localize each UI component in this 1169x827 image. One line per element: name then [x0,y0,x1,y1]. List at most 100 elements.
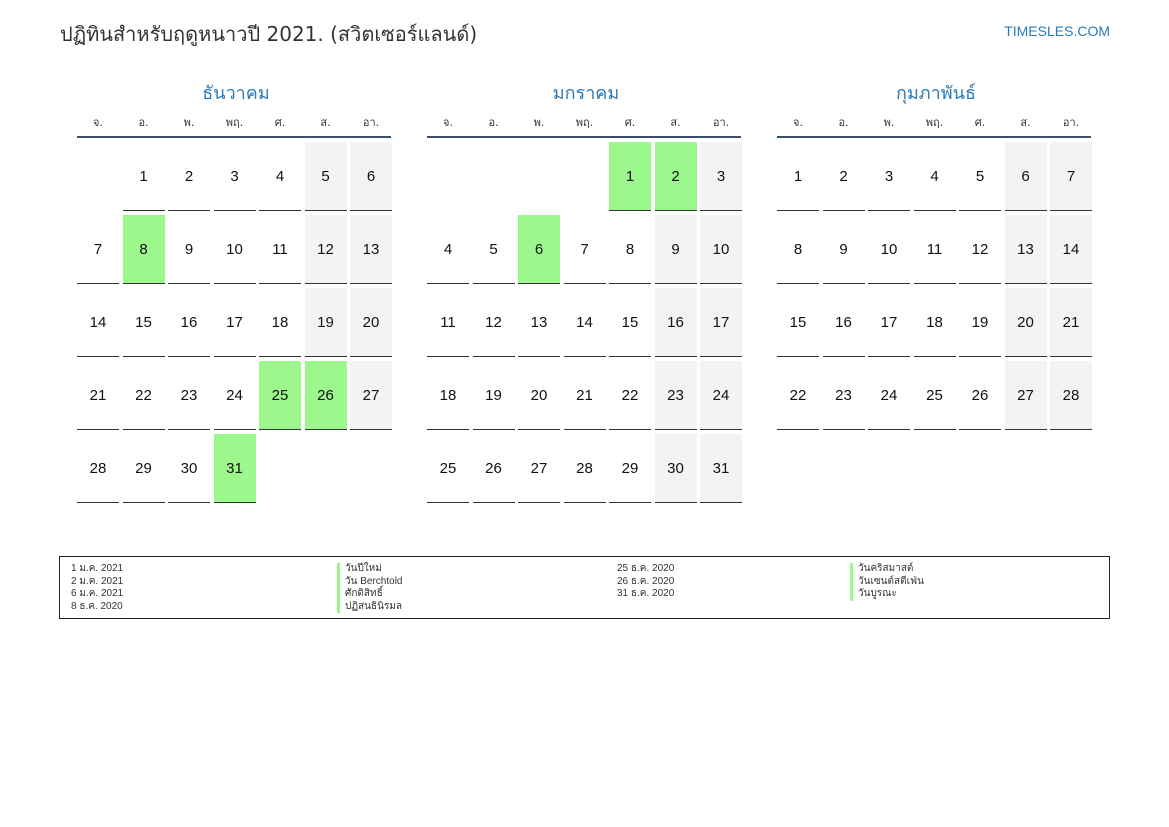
day-cell: 29 [609,434,651,503]
day-cell: 30 [654,434,697,503]
day-cell: 23 [654,361,697,430]
day-cell: 20 [350,288,392,357]
weekday-header: จ. อ. พ. พฤ. ศ. ส. อา. [777,116,1091,138]
day-cell: 5 [472,215,515,284]
legend-names-left: วันปีใหม่ วัน Berchtold ศักดิสิทธิ์ ปฏิสนธิ… [337,563,402,613]
day-cell: 6 [1004,142,1047,211]
day-cell: 7 [1050,142,1092,211]
day-cell: 11 [913,215,956,284]
weekday-label: อ. [138,116,149,129]
holiday-day-cell: 25 [259,361,301,430]
day-cell: 8 [609,215,651,284]
day-cell: 9 [654,215,697,284]
legend-dates-right: 25 ธ.ค. 2020 26 ธ.ค. 2020 31 ธ.ค. 2020 [617,563,674,601]
legend-date: 1 ม.ค. 2021 [71,563,124,574]
empty-day-cell [427,142,469,211]
day-cell: 28 [1050,361,1092,430]
legend-names-right: วันคริสมาสต์ วันเซนต์สตีเฟ่น วันบูรณะ [850,563,924,601]
day-cell: 7 [563,215,606,284]
day-cell: 13 [350,215,392,284]
day-cell: 2 [168,142,210,211]
empty-day-cell [564,142,606,211]
day-cell: 17 [868,288,910,357]
day-cell: 2 [822,142,865,211]
legend-date: 25 ธ.ค. 2020 [617,563,675,574]
weekday-label: อ. [488,116,499,129]
day-cell: 3 [868,142,910,211]
day-cell: 5 [959,142,1001,211]
day-cell: 7 [77,215,119,284]
weekday-label: ส. [670,116,681,129]
day-cell: 10 [213,215,256,284]
day-cell: 28 [77,434,119,503]
month-title: ธันวาคม [202,83,270,104]
weekday-label: ศ. [974,116,986,129]
legend-holiday-name: ปฏิสนธินิรมล [337,600,402,613]
weekday-label: ศ. [274,116,286,129]
weekday-label: อา. [1062,116,1080,129]
day-cell: 4 [427,215,469,284]
day-cell: 26 [959,361,1001,430]
weekday-header: จ. อ. พ. พฤ. ศ. ส. อา. [427,116,741,138]
holiday-legend: 1 ม.ค. 2021 2 ม.ค. 2021 6 ม.ค. 2021 8 ธ.ค. … [59,556,1110,619]
holiday-day-cell: 31 [213,434,256,503]
day-cell: 28 [563,434,606,503]
day-cell: 22 [777,361,819,430]
day-cell: 15 [609,288,651,357]
weekday-label: พ. [183,116,195,129]
legend-dates-left: 1 ม.ค. 2021 2 ม.ค. 2021 6 ม.ค. 2021 8 ธ.ค. … [71,563,123,613]
legend-date: 31 ธ.ค. 2020 [617,588,675,599]
day-cell: 27 [1004,361,1047,430]
day-cell: 13 [518,288,560,357]
day-cell: 14 [1050,215,1092,284]
holiday-day-cell: 1 [609,142,651,211]
day-cell: 18 [913,288,956,357]
day-cell: 9 [822,215,865,284]
day-cell: 15 [122,288,165,357]
legend-date: 8 ธ.ค. 2020 [71,600,123,612]
weekday-label: จ. [93,116,103,129]
day-cell: 10 [868,215,910,284]
day-cell: 31 [700,434,742,503]
day-cell: 24 [868,361,910,430]
day-cell: 5 [304,142,347,211]
weekday-label: อา. [362,116,380,129]
legend-holiday-name: วันบูรณะ [850,588,924,601]
day-cell: 15 [777,288,819,357]
day-grid: 1 2 3 4 5 6 7 8 9 10 11 12 13 14 15 16 17 18 19 20 21 22 23 24 2… [77,142,392,503]
empty-day-cell [77,142,119,211]
day-cell: 12 [304,215,347,284]
day-cell: 18 [427,361,469,430]
day-cell: 19 [304,288,347,357]
day-cell: 25 [913,361,956,430]
holiday-day-cell: 6 [518,215,560,284]
day-cell: 22 [122,361,165,430]
day-cell: 16 [168,288,210,357]
day-cell: 16 [822,288,865,357]
weekday-label: พฤ. [225,116,244,129]
day-cell: 14 [77,288,119,357]
day-cell: 19 [959,288,1001,357]
day-cell: 25 [427,434,469,503]
day-grid: 1 2 3 4 5 6 7 8 9 10 11 12 13 14 15 16 17 18 19 20 21 22 23 24 2… [427,142,742,503]
day-cell: 24 [700,361,742,430]
legend-holiday-name: วันคริสมาสต์ [850,563,924,576]
site-link[interactable]: TIMESLES.COM [1004,23,1110,39]
legend-holiday-name: วัน Berchtold [337,575,402,588]
day-cell: 1 [777,142,819,211]
day-cell: 19 [472,361,515,430]
legend-date: 2 ม.ค. 2021 [71,575,124,587]
month-january: มกราคม จ. อ. พ. พฤ. ศ. ส. อา. 1 2 3 4 5 6 7 8 9 10 11 12 1… [427,82,745,503]
day-cell: 6 [350,142,392,211]
day-cell: 21 [563,361,606,430]
day-cell: 26 [472,434,515,503]
day-cell: 13 [1004,215,1047,284]
empty-day-cell [518,142,560,211]
day-grid: 1 2 3 4 5 6 7 8 9 10 11 12 13 14 15 16 17 18 19 20 21 22 23 24 2… [777,142,1092,430]
day-cell: 14 [563,288,606,357]
month-february: กุมภาพันธ์ จ. อ. พ. พฤ. ศ. ส. อา. 1 2 3 4 5 6 7 8 9 10 1… [777,82,1095,430]
day-cell: 22 [609,361,651,430]
day-cell: 21 [1050,288,1092,357]
day-cell: 23 [168,361,210,430]
holiday-day-cell: 2 [654,142,697,211]
